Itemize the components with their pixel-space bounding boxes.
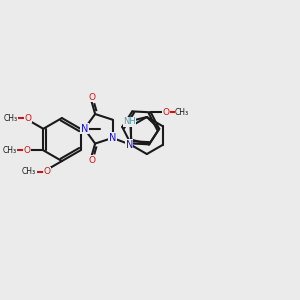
Text: NH: NH [123, 117, 136, 126]
Text: N: N [81, 124, 88, 134]
Text: O: O [25, 114, 32, 123]
Text: O: O [88, 93, 95, 102]
Text: N: N [109, 133, 116, 143]
Text: CH₃: CH₃ [175, 108, 189, 117]
Text: N: N [126, 140, 133, 150]
Text: O: O [162, 108, 169, 117]
Text: O: O [43, 167, 50, 176]
Text: CH₃: CH₃ [2, 146, 16, 155]
Text: O: O [88, 156, 95, 165]
Text: CH₃: CH₃ [3, 114, 17, 123]
Text: O: O [23, 146, 30, 155]
Text: CH₃: CH₃ [22, 167, 36, 176]
